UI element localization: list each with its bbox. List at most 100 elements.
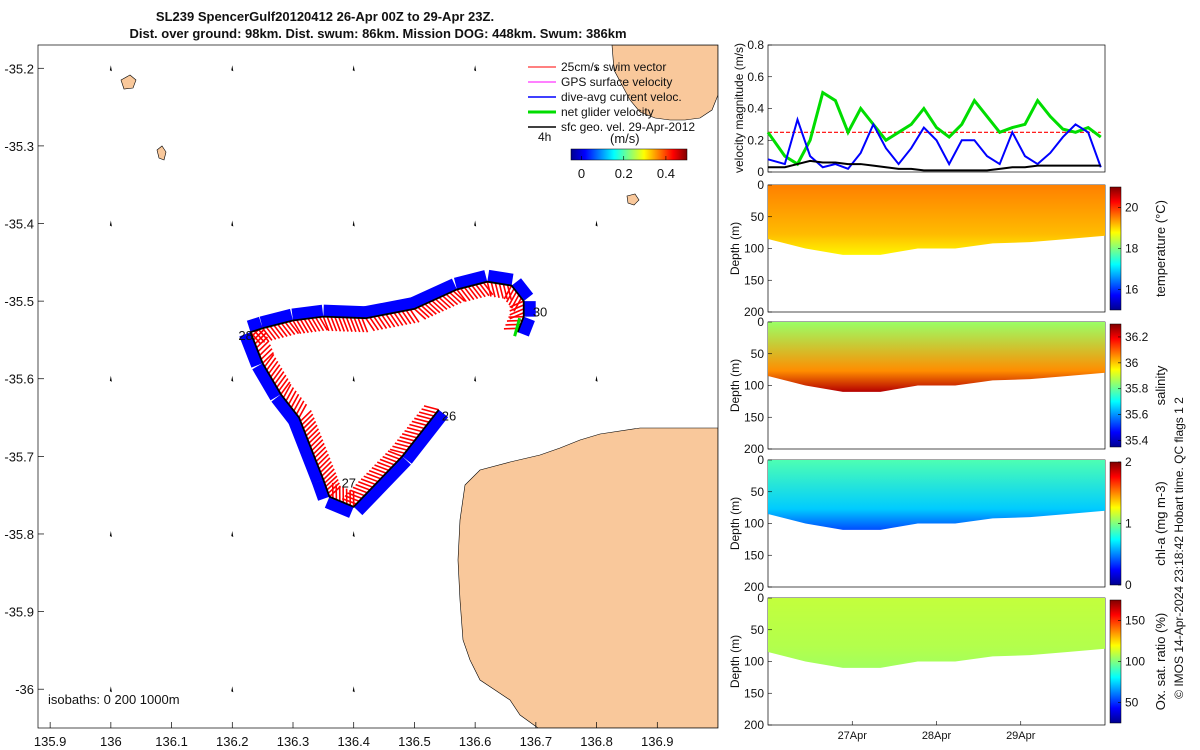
velocity-y-tick-label: 0 [757, 165, 764, 179]
section-colorbar-tick-label: 36 [1125, 356, 1139, 370]
swim-vector [318, 316, 328, 331]
swim-vector [490, 282, 496, 298]
swim-vector [315, 317, 325, 332]
current-vector-band [287, 417, 324, 485]
geo-velocity-arrow [352, 220, 355, 227]
section-y-tick-label: 100 [744, 517, 764, 531]
swim-vector [363, 475, 379, 483]
section-y-tick-label: 200 [744, 305, 764, 319]
section-y-tick-label: 150 [744, 410, 764, 424]
swim-vector [299, 409, 312, 422]
legend-entry-swim: 25cm/s swim vector [561, 60, 666, 74]
swim-vector [334, 316, 342, 332]
swim-vector [387, 450, 403, 458]
section-y-tick-label: 150 [744, 273, 764, 287]
geo-velocity-arrow [231, 375, 234, 382]
current-vector-band [523, 301, 536, 317]
section-colorbar-tick-label: 1 [1125, 517, 1132, 531]
swim-vector [292, 320, 302, 335]
map-land [120, 45, 718, 728]
swim-vector [409, 309, 420, 323]
swim-vector [377, 315, 388, 329]
swim-vector [438, 296, 452, 309]
geo-velocity-arrow [474, 375, 477, 382]
swim-vector [385, 453, 400, 460]
swim-vector [276, 374, 287, 388]
swim-vector [322, 316, 330, 332]
swim-vector [349, 489, 365, 497]
current-vector-band [487, 269, 514, 286]
swim-vector [456, 288, 467, 303]
section-y-tick-label: 200 [744, 718, 764, 732]
swim-vector [413, 308, 427, 320]
velocity-series [766, 90, 1102, 172]
velocity-series-line [766, 90, 1102, 167]
geo-velocity-arrow [352, 375, 355, 382]
map-colorbar-label: (m/s) [610, 131, 640, 146]
swim-vector [284, 321, 296, 336]
section-x-tick-label: 27Apr [838, 730, 868, 742]
swim-vector [399, 436, 415, 442]
section-x-tick-label: 29Apr [1006, 730, 1036, 742]
swim-vector [424, 303, 437, 315]
swim-vector [445, 293, 459, 306]
current-vector-band [239, 332, 263, 368]
swim-vector [262, 351, 275, 364]
swim-vector-fan [249, 281, 525, 507]
section-ylabel: Depth (m) [728, 635, 742, 688]
track-day-label: 30 [533, 305, 547, 320]
swim-vector [318, 457, 331, 470]
swim-vector [416, 414, 432, 420]
land-islet-3 [626, 193, 640, 206]
swim-vector [328, 485, 342, 498]
swim-vector [479, 283, 490, 297]
dive-avg-current-fan [239, 269, 536, 518]
swim-vector [317, 453, 330, 466]
title-line-2: Dist. over ground: 98km. Dist. swum: 86k… [129, 26, 626, 41]
swim-vector [428, 301, 441, 314]
swim-vector [401, 310, 412, 325]
geo-velocity-arrow [231, 220, 234, 227]
section-y-tick-label: 100 [744, 242, 764, 256]
section-y-tick-label: 50 [751, 210, 765, 224]
swim-vector [361, 317, 369, 333]
swim-vector [273, 324, 284, 338]
swim-vector [463, 287, 475, 301]
map-colorbar-tick-label: 0 [578, 166, 585, 181]
swim-vector [312, 442, 325, 455]
swim-vector [371, 467, 387, 474]
map-x-tick-label: 136.1 [155, 734, 188, 749]
section-panel: 0 50 100 150 200 Depth (m) 50 100 150 Ox. sat. ra… [728, 591, 1168, 742]
swim-vector [268, 360, 279, 375]
swim-vector [452, 290, 466, 302]
swim-vector [308, 431, 321, 444]
swim-vector [365, 317, 376, 332]
sfc-geo-vel-arrows [109, 65, 598, 693]
section-y-tick-label: 200 [744, 442, 764, 456]
isobaths-label: isobaths: 0 200 1000m [48, 692, 180, 707]
velocity-series-line [767, 116, 1102, 171]
swim-vector [285, 387, 295, 402]
map-x-tick-label: 136.2 [216, 734, 249, 749]
section-y-tick-label: 50 [751, 485, 765, 499]
swim-vector [502, 284, 508, 300]
section-colorbar-tick-label: 50 [1125, 696, 1139, 710]
geo-velocity-arrow [595, 65, 598, 72]
swim-vector [296, 319, 306, 334]
section-colorbar [1109, 323, 1122, 448]
swim-vector [298, 403, 308, 418]
swim-vector [449, 292, 462, 304]
velocity-series-line [768, 159, 1101, 172]
swim-vector [503, 285, 513, 300]
land-islet-1 [120, 74, 137, 90]
swim-vector [301, 413, 314, 426]
track-day-label: 27 [342, 475, 356, 490]
section-colorbar-tick-label: 35.8 [1125, 382, 1149, 396]
swim-vector [280, 322, 292, 337]
swim-vector [404, 429, 420, 436]
legend-entry-gps: GPS surface velocity [561, 75, 672, 89]
section-field [768, 185, 1105, 255]
swim-vector [460, 288, 471, 302]
velocity-y-tick-label: 0.6 [747, 70, 764, 84]
section-colorbar-tick-label: 20 [1125, 201, 1139, 215]
